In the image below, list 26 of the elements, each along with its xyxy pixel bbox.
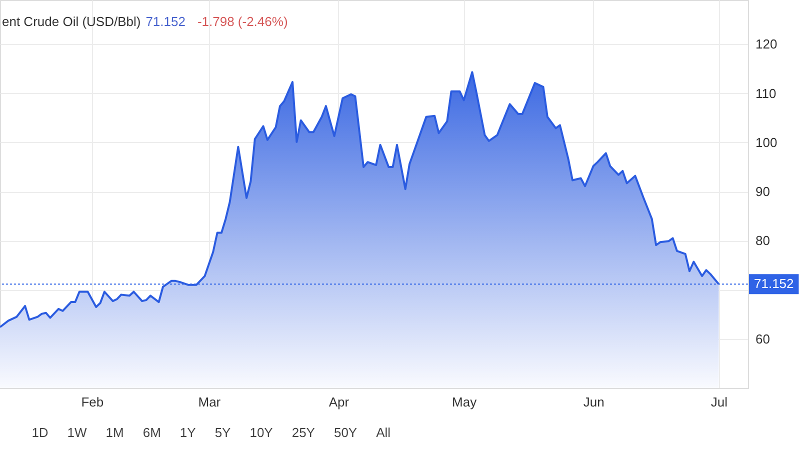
y-tick-label: 90 xyxy=(756,184,770,200)
y-tick-label: 60 xyxy=(756,331,770,346)
text: All xyxy=(376,425,391,440)
x-tick-label: Jun xyxy=(583,394,604,410)
x-tick-label: Jul xyxy=(710,394,728,410)
text: 1W xyxy=(67,425,88,440)
y-tick-label: 80 xyxy=(756,233,770,248)
text: 6M xyxy=(142,425,161,440)
ref-line-label: 71.152 xyxy=(754,276,794,292)
y-tick-label: 110 xyxy=(756,86,776,101)
x-tick-label: Feb xyxy=(81,394,104,410)
text: 50Y xyxy=(334,425,358,440)
text: ent Crude Oil (USD/Bbl) xyxy=(2,14,141,29)
x-tick-label: May xyxy=(452,394,478,410)
text: 1D xyxy=(32,425,48,440)
text: 5Y xyxy=(214,425,232,440)
text: 1M xyxy=(106,425,124,440)
text: 25Y xyxy=(292,425,316,440)
text: 1Y xyxy=(180,425,196,440)
x-tick-label: Mar xyxy=(198,394,222,410)
y-tick-label: 100 xyxy=(756,134,778,150)
annotation: -1.798 (-2.46%) xyxy=(197,14,288,29)
annotation: 71.152 xyxy=(146,14,186,29)
x-tick-label: Apr xyxy=(328,394,350,410)
y-tick-label: 120 xyxy=(756,36,778,52)
text: 10Y xyxy=(250,425,274,440)
